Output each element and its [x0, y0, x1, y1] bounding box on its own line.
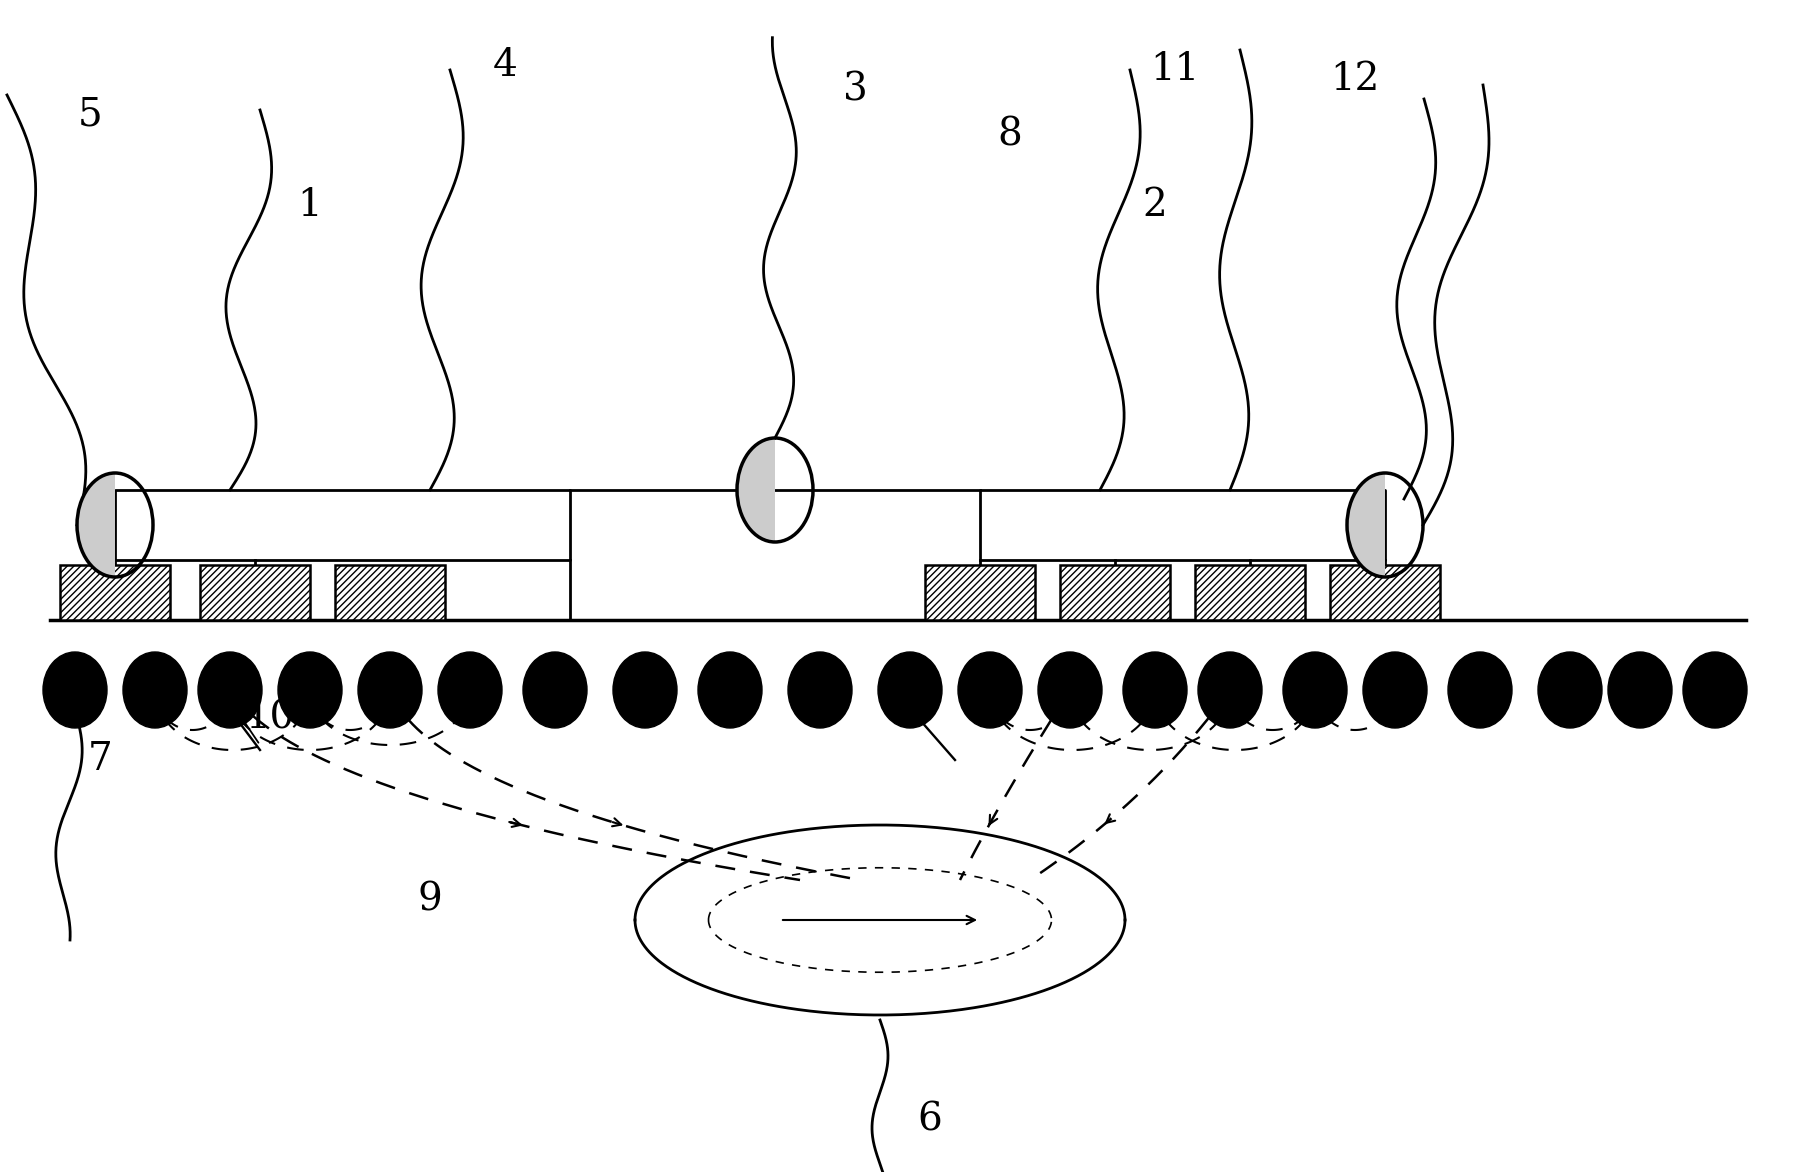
Ellipse shape [957, 652, 1022, 728]
Ellipse shape [198, 652, 262, 728]
Ellipse shape [438, 652, 503, 728]
Ellipse shape [788, 652, 851, 728]
Bar [199, 565, 311, 620]
Bar [1060, 565, 1169, 620]
Bar [336, 565, 445, 620]
Ellipse shape [1122, 652, 1187, 728]
Ellipse shape [878, 652, 941, 728]
Bar [1331, 565, 1440, 620]
Ellipse shape [1537, 652, 1602, 728]
Ellipse shape [523, 652, 587, 728]
Ellipse shape [1282, 652, 1347, 728]
Bar [336, 565, 445, 620]
Ellipse shape [1363, 652, 1428, 728]
Bar [59, 565, 171, 620]
Text: 1: 1 [298, 186, 321, 224]
Ellipse shape [122, 652, 187, 728]
Bar [925, 565, 1034, 620]
Text: 12: 12 [1331, 61, 1379, 98]
Bar [199, 565, 311, 620]
Text: 9: 9 [418, 881, 442, 919]
Text: 5: 5 [77, 96, 102, 134]
Ellipse shape [1448, 652, 1512, 728]
Text: 10: 10 [246, 700, 295, 736]
Ellipse shape [1198, 652, 1263, 728]
Bar [1060, 565, 1169, 620]
Polygon shape [77, 473, 115, 577]
Bar [59, 565, 171, 620]
Polygon shape [736, 438, 776, 541]
Ellipse shape [1607, 652, 1672, 728]
Text: 4: 4 [492, 47, 517, 83]
Text: 7: 7 [88, 742, 113, 778]
Bar [1331, 565, 1440, 620]
Ellipse shape [357, 652, 422, 728]
Text: 3: 3 [842, 71, 867, 109]
Text: 11: 11 [1151, 52, 1200, 89]
Ellipse shape [699, 652, 762, 728]
Text: 2: 2 [1142, 186, 1167, 224]
Polygon shape [1347, 473, 1385, 577]
Text: 6: 6 [918, 1102, 943, 1138]
Text: 8: 8 [997, 116, 1022, 154]
Ellipse shape [278, 652, 341, 728]
Bar [925, 565, 1034, 620]
Ellipse shape [612, 652, 677, 728]
Ellipse shape [1683, 652, 1748, 728]
Ellipse shape [1038, 652, 1103, 728]
Bar [1194, 565, 1306, 620]
Bar [1194, 565, 1306, 620]
Ellipse shape [43, 652, 108, 728]
